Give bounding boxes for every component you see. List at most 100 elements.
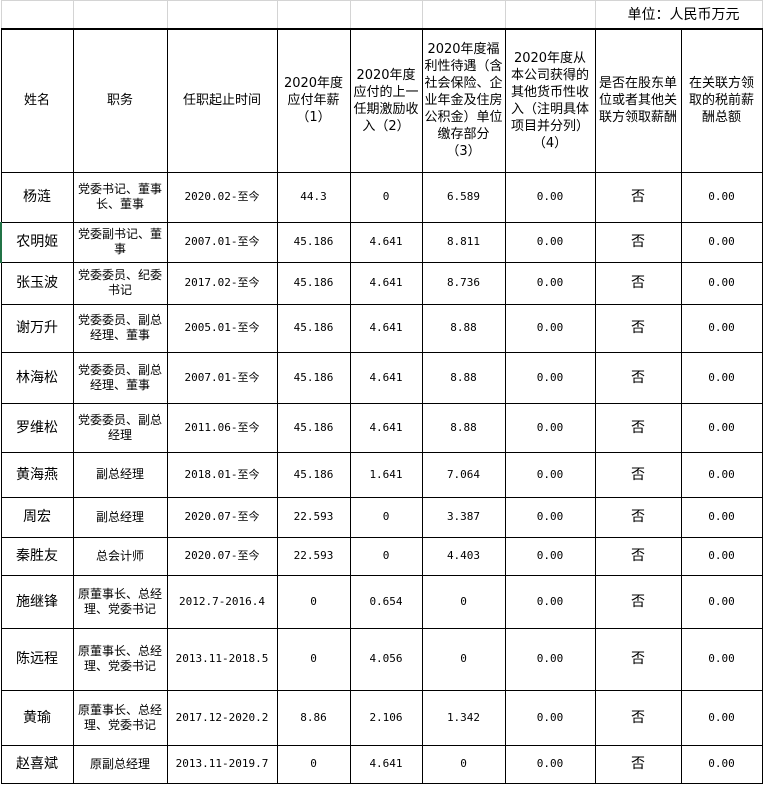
cell-annual-salary[interactable]: 45.186 [276, 402, 351, 453]
cell-incentive-income[interactable]: 4.641 [349, 221, 423, 263]
cell-annual-salary[interactable]: 45.186 [276, 221, 351, 263]
cell-name[interactable]: 陈远程 [0, 627, 74, 691]
cell-incentive-income[interactable]: 0 [349, 536, 423, 576]
cell-welfare[interactable]: 0 [421, 627, 506, 691]
cell-welfare[interactable]: 1.342 [421, 689, 506, 746]
cell-related-party-flag[interactable]: 否 [594, 536, 682, 576]
cell-related-party-flag[interactable]: 否 [594, 171, 682, 223]
cell-related-party-pay[interactable]: 0.00 [680, 627, 763, 691]
cell-annual-salary[interactable]: 45.186 [276, 451, 351, 498]
cell-related-party-flag[interactable]: 否 [594, 744, 682, 784]
cell-other-income[interactable]: 0.00 [504, 744, 596, 784]
cell-position[interactable]: 党委委员、纪委书记 [72, 261, 168, 305]
cell-incentive-income[interactable]: 4.641 [349, 402, 423, 453]
header-other-income[interactable]: 2020年度从本公司获得的其他货币性收入（注明具体项目并分列）（4） [504, 28, 596, 173]
cell-incentive-income[interactable]: 4.641 [349, 744, 423, 784]
cell-term[interactable]: 2013.11-2019.7 [166, 744, 278, 784]
cell-related-party-pay[interactable]: 0.00 [680, 574, 763, 629]
cell-term[interactable]: 2018.01-至今 [166, 451, 278, 498]
cell-annual-salary[interactable]: 45.186 [276, 261, 351, 305]
cell-welfare[interactable]: 0 [421, 574, 506, 629]
cell-annual-salary[interactable]: 45.186 [276, 351, 351, 404]
header-position[interactable]: 职务 [72, 28, 168, 173]
cell-position[interactable]: 党委委员、副总经理 [72, 402, 168, 453]
cell-related-party-flag[interactable]: 否 [594, 402, 682, 453]
cell-related-party-flag[interactable]: 否 [594, 451, 682, 498]
cell-other-income[interactable]: 0.00 [504, 171, 596, 223]
cell-annual-salary[interactable]: 0 [276, 744, 351, 784]
cell-related-party-flag[interactable]: 否 [594, 261, 682, 305]
cell-related-party-pay[interactable]: 0.00 [680, 496, 763, 538]
cell-name[interactable]: 农明姬 [0, 221, 74, 263]
header-incentive-income[interactable]: 2020年度应付的上一任期激励收入（2） [349, 28, 423, 173]
cell-term[interactable]: 2017.02-至今 [166, 261, 278, 305]
cell-annual-salary[interactable]: 0 [276, 627, 351, 691]
header-annual-salary[interactable]: 2020年度应付年薪（1） [276, 28, 351, 173]
cell-position[interactable]: 党委委员、副总经理、董事 [72, 351, 168, 404]
cell-welfare[interactable]: 3.387 [421, 496, 506, 538]
cell-other-income[interactable]: 0.00 [504, 451, 596, 498]
header-name[interactable]: 姓名 [0, 28, 74, 173]
cell-position[interactable]: 副总经理 [72, 451, 168, 498]
cell-welfare[interactable]: 7.064 [421, 451, 506, 498]
cell-welfare[interactable]: 8.88 [421, 351, 506, 404]
cell-incentive-income[interactable]: 4.056 [349, 627, 423, 691]
cell-annual-salary[interactable]: 44.3 [276, 171, 351, 223]
cell-related-party-pay[interactable]: 0.00 [680, 536, 763, 576]
cell-name[interactable]: 黄瑜 [0, 689, 74, 746]
cell-related-party-pay[interactable]: 0.00 [680, 171, 763, 223]
cell-annual-salary[interactable]: 8.86 [276, 689, 351, 746]
cell-incentive-income[interactable]: 0.654 [349, 574, 423, 629]
cell-term[interactable]: 2011.06-至今 [166, 402, 278, 453]
cell-incentive-income[interactable]: 2.106 [349, 689, 423, 746]
cell-term[interactable]: 2017.12-2020.2 [166, 689, 278, 746]
cell-term[interactable]: 2005.01-至今 [166, 303, 278, 353]
cell-term[interactable]: 2007.01-至今 [166, 221, 278, 263]
cell-related-party-flag[interactable]: 否 [594, 496, 682, 538]
cell-other-income[interactable]: 0.00 [504, 574, 596, 629]
cell-position[interactable]: 总会计师 [72, 536, 168, 576]
cell-position[interactable]: 原董事长、总经理、党委书记 [72, 627, 168, 691]
cell-welfare[interactable]: 8.88 [421, 303, 506, 353]
cell-incentive-income[interactable]: 4.641 [349, 261, 423, 305]
cell-other-income[interactable]: 0.00 [504, 496, 596, 538]
cell-name[interactable]: 周宏 [0, 496, 74, 538]
cell-incentive-income[interactable]: 0 [349, 496, 423, 538]
cell-name[interactable]: 施继锋 [0, 574, 74, 629]
cell-term[interactable]: 2020.07-至今 [166, 496, 278, 538]
cell-position[interactable]: 原董事长、总经理、党委书记 [72, 689, 168, 746]
cell-annual-salary[interactable]: 22.593 [276, 536, 351, 576]
cell-position[interactable]: 原董事长、总经理、党委书记 [72, 574, 168, 629]
cell-incentive-income[interactable]: 0 [349, 171, 423, 223]
cell-welfare[interactable]: 4.403 [421, 536, 506, 576]
cell-incentive-income[interactable]: 4.641 [349, 303, 423, 353]
cell-related-party-pay[interactable]: 0.00 [680, 689, 763, 746]
cell-term[interactable]: 2020.07-至今 [166, 536, 278, 576]
cell-related-party-pay[interactable]: 0.00 [680, 351, 763, 404]
cell-position[interactable]: 原副总经理 [72, 744, 168, 784]
cell-name[interactable]: 林海松 [0, 351, 74, 404]
header-term[interactable]: 任职起止时间 [166, 28, 278, 173]
cell-term[interactable]: 2020.02-至今 [166, 171, 278, 223]
cell-name[interactable]: 杨涟 [0, 171, 74, 223]
cell-related-party-flag[interactable]: 否 [594, 221, 682, 263]
cell-incentive-income[interactable]: 1.641 [349, 451, 423, 498]
cell-term[interactable]: 2013.11-2018.5 [166, 627, 278, 691]
cell-related-party-pay[interactable]: 0.00 [680, 451, 763, 498]
cell-name[interactable]: 罗维松 [0, 402, 74, 453]
cell-annual-salary[interactable]: 0 [276, 574, 351, 629]
cell-annual-salary[interactable]: 45.186 [276, 303, 351, 353]
cell-related-party-pay[interactable]: 0.00 [680, 221, 763, 263]
cell-welfare[interactable]: 6.589 [421, 171, 506, 223]
cell-welfare[interactable]: 8.736 [421, 261, 506, 305]
cell-name[interactable]: 秦胜友 [0, 536, 74, 576]
cell-welfare[interactable]: 0 [421, 744, 506, 784]
cell-related-party-flag[interactable]: 否 [594, 574, 682, 629]
cell-position[interactable]: 党委书记、董事长、董事 [72, 171, 168, 223]
cell-related-party-pay[interactable]: 0.00 [680, 402, 763, 453]
header-related-party-pay[interactable]: 在关联方领取的税前薪酬总额 [680, 28, 763, 173]
cell-related-party-flag[interactable]: 否 [594, 627, 682, 691]
cell-name[interactable]: 谢万升 [0, 303, 74, 353]
cell-position[interactable]: 党委副书记、董事 [72, 221, 168, 263]
cell-other-income[interactable]: 0.00 [504, 689, 596, 746]
